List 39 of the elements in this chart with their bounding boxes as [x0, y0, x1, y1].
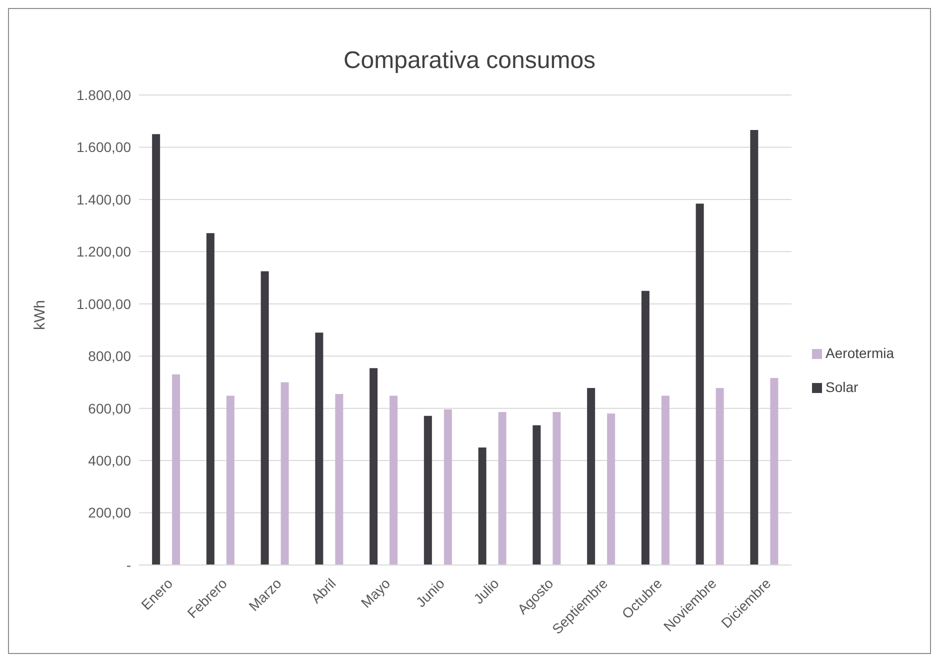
chart-title: Comparativa consumos — [342, 47, 597, 75]
y-tick-label: 1.000,00 — [76, 296, 132, 312]
bar — [750, 130, 758, 565]
y-tick-label: 400,00 — [88, 452, 132, 469]
bar — [661, 396, 670, 565]
bar — [478, 448, 486, 565]
bar — [444, 409, 452, 565]
bar — [498, 412, 506, 565]
bar — [260, 271, 269, 565]
bar — [424, 416, 432, 565]
legend-label: Solar — [826, 379, 858, 395]
bar — [390, 396, 398, 565]
bar — [335, 394, 344, 565]
legend-label: Aerotermia — [826, 345, 894, 361]
bar — [152, 134, 160, 565]
bar — [370, 368, 378, 565]
y-tick-label: 1.200,00 — [76, 244, 132, 260]
y-tick-label: 200,00 — [88, 504, 132, 521]
bar — [315, 332, 324, 565]
bar — [587, 388, 596, 565]
y-tick-label: 1.800,00 — [76, 86, 132, 103]
y-tick-label: 800,00 — [88, 348, 132, 364]
bar — [716, 388, 724, 565]
y-tick-label: 600,00 — [88, 400, 132, 416]
bar — [607, 414, 616, 565]
y-axis-title: kWh — [31, 300, 48, 330]
bar — [696, 204, 704, 565]
bar — [226, 396, 234, 565]
y-tick-label: 1.600,00 — [76, 139, 132, 156]
bar — [641, 290, 650, 565]
bar — [172, 374, 180, 565]
bar — [532, 425, 541, 565]
y-tick-label: - — [126, 556, 132, 573]
bar — [206, 233, 214, 565]
y-tick-label: 1.400,00 — [76, 191, 132, 208]
x-tick-label: Julio — [470, 575, 502, 607]
bar — [552, 412, 561, 565]
bar — [280, 382, 289, 565]
bar — [770, 378, 778, 565]
